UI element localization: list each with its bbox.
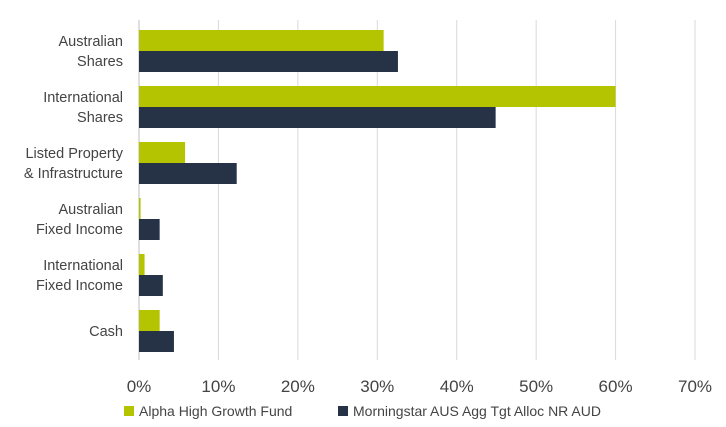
- category-label-line: Shares: [77, 110, 123, 126]
- bar-benchmark: [139, 51, 398, 72]
- legend-swatch: [338, 406, 348, 416]
- bar-benchmark: [139, 275, 163, 296]
- category-label: Australian Shares: [59, 34, 123, 70]
- category-labels: Australian Shares International Shares Liste…: [24, 34, 124, 340]
- bar-benchmark: [139, 163, 237, 184]
- category-label-line: Shares: [77, 54, 123, 70]
- category-label-line: Fixed Income: [36, 278, 123, 294]
- category-label: Cash: [89, 324, 123, 340]
- legend-label: Alpha High Growth Fund: [139, 403, 292, 419]
- bar-fund: [139, 310, 160, 331]
- category-label-line: Cash: [89, 324, 123, 340]
- bar-fund: [139, 142, 186, 163]
- bars: [139, 30, 616, 352]
- legend-swatch: [124, 406, 134, 416]
- category-label-line: Fixed Income: [36, 222, 123, 238]
- x-tick-label: 50%: [519, 377, 553, 396]
- bar-benchmark: [139, 219, 160, 240]
- category-label: International Fixed Income: [36, 258, 123, 294]
- category-label-line: International: [43, 90, 123, 106]
- category-label-line: Australian: [59, 34, 123, 50]
- x-tick-label: 30%: [360, 377, 394, 396]
- category-label-line: International: [43, 258, 123, 274]
- x-tick-label: 70%: [678, 377, 712, 396]
- x-tick-labels: 0% 10% 20% 30% 40% 50% 60% 70%: [127, 377, 712, 396]
- grid-lines: [138, 20, 696, 360]
- category-label-line: Australian: [59, 202, 123, 218]
- bar-fund: [139, 86, 616, 107]
- category-label: International Shares: [43, 90, 123, 126]
- category-label-line: & Infrastructure: [24, 166, 123, 182]
- bar-fund: [139, 198, 141, 219]
- category-label: Australian Fixed Income: [36, 202, 123, 238]
- category-label-line: Listed Property: [25, 146, 123, 162]
- bar-fund: [139, 254, 145, 275]
- x-tick-label: 10%: [201, 377, 235, 396]
- bar-benchmark: [139, 331, 174, 352]
- bar-benchmark: [139, 107, 496, 128]
- legend: Alpha High Growth Fund Morningstar AUS Ag…: [124, 403, 601, 419]
- x-tick-label: 0%: [127, 377, 152, 396]
- x-tick-label: 60%: [599, 377, 633, 396]
- bar-fund: [139, 30, 384, 51]
- category-label: Listed Property & Infrastructure: [24, 146, 124, 182]
- x-tick-label: 20%: [281, 377, 315, 396]
- x-tick-label: 40%: [440, 377, 474, 396]
- legend-label: Morningstar AUS Agg Tgt Alloc NR AUD: [353, 403, 601, 419]
